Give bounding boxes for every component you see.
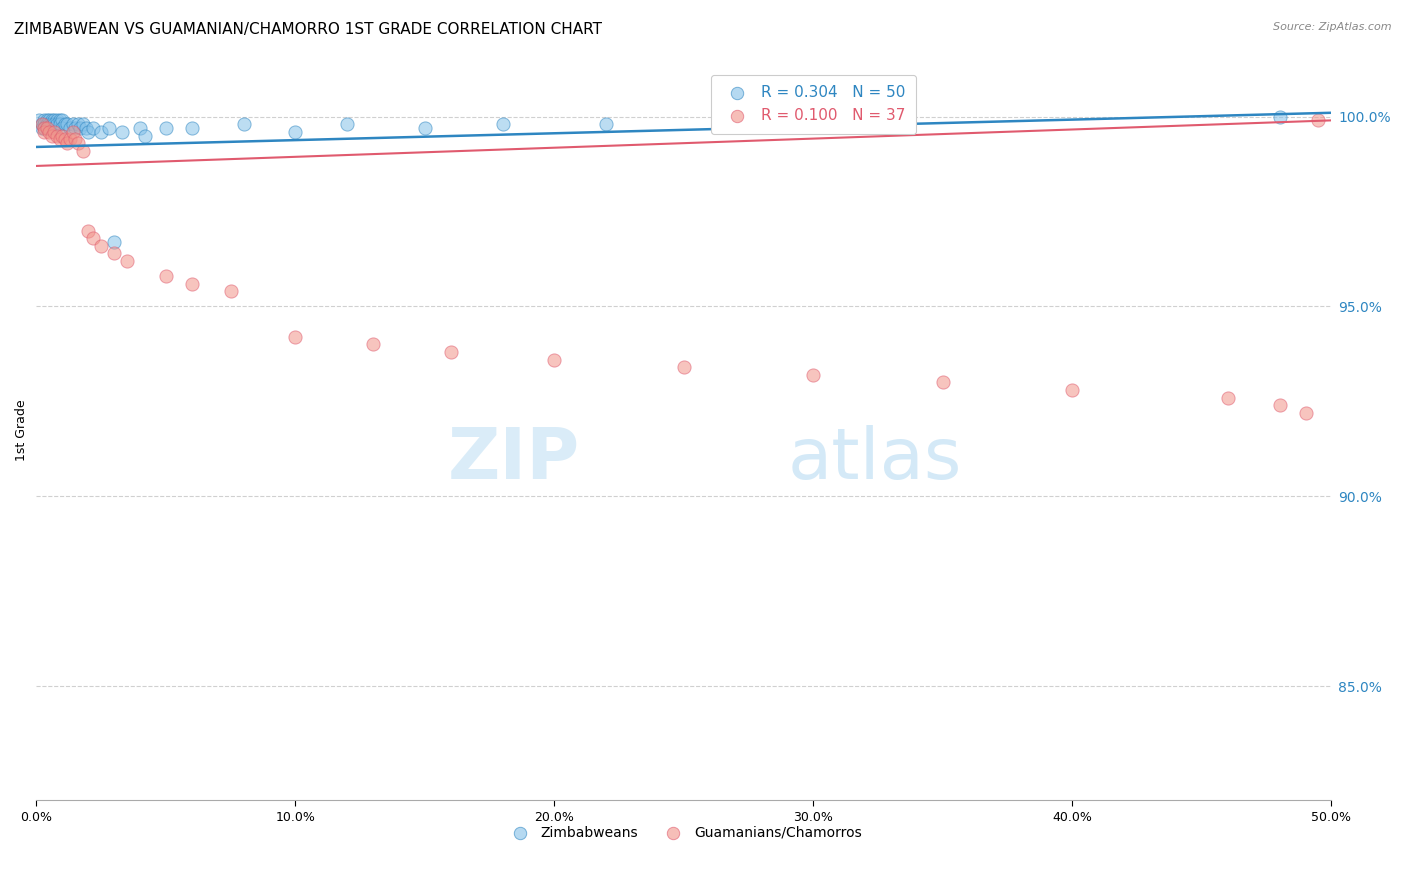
Point — [1308, 113, 1330, 128]
Point — [51, 128, 73, 143]
Point — [129, 120, 152, 135]
Text: ZIMBABWEAN VS GUAMANIAN/CHAMORRO 1ST GRADE CORRELATION CHART: ZIMBABWEAN VS GUAMANIAN/CHAMORRO 1ST GRA… — [14, 22, 602, 37]
Point — [41, 117, 63, 131]
Text: Source: ZipAtlas.com: Source: ZipAtlas.com — [1274, 22, 1392, 32]
Point — [103, 246, 125, 260]
Point — [62, 117, 84, 131]
Point — [48, 132, 70, 146]
Point — [155, 120, 177, 135]
Point — [491, 117, 513, 131]
Point — [32, 120, 55, 135]
Point — [336, 117, 359, 131]
Point — [48, 117, 70, 131]
Point — [35, 117, 58, 131]
Point — [38, 113, 60, 128]
Point — [63, 132, 86, 146]
Point — [134, 128, 156, 143]
Point — [72, 144, 94, 158]
Point — [66, 136, 89, 150]
Point — [53, 117, 76, 131]
Point — [51, 120, 73, 135]
Point — [41, 128, 63, 143]
Point — [1295, 406, 1317, 420]
Point — [41, 113, 63, 128]
Point — [82, 120, 104, 135]
Point — [28, 113, 51, 128]
Point — [66, 117, 89, 131]
Point — [31, 117, 53, 131]
Point — [413, 120, 436, 135]
Point — [75, 120, 97, 135]
Point — [44, 120, 66, 135]
Point — [82, 231, 104, 245]
Point — [284, 330, 307, 344]
Point — [180, 277, 202, 291]
Point — [69, 120, 91, 135]
Legend: Zimbabweans, Guamanians/Chamorros: Zimbabweans, Guamanians/Chamorros — [501, 820, 868, 845]
Point — [51, 113, 73, 128]
Point — [77, 125, 100, 139]
Point — [115, 253, 138, 268]
Point — [219, 285, 242, 299]
Y-axis label: 1st Grade: 1st Grade — [15, 399, 28, 460]
Point — [803, 368, 825, 382]
Point — [35, 120, 58, 135]
Point — [56, 136, 79, 150]
Point — [44, 125, 66, 139]
Point — [32, 113, 55, 128]
Point — [48, 113, 70, 128]
Point — [90, 125, 112, 139]
Point — [77, 223, 100, 237]
Point — [38, 117, 60, 131]
Point — [103, 235, 125, 249]
Point — [56, 117, 79, 131]
Text: ZIP: ZIP — [449, 425, 581, 494]
Point — [31, 120, 53, 135]
Point — [97, 120, 120, 135]
Text: atlas: atlas — [787, 425, 962, 494]
Point — [32, 120, 55, 135]
Point — [38, 125, 60, 139]
Point — [53, 132, 76, 146]
Point — [1216, 391, 1239, 405]
Point — [38, 120, 60, 135]
Point — [44, 113, 66, 128]
Point — [46, 113, 69, 128]
Point — [180, 120, 202, 135]
Point — [361, 337, 384, 351]
Point — [32, 117, 55, 131]
Point — [46, 117, 69, 131]
Point — [932, 376, 955, 390]
Point — [90, 238, 112, 252]
Point — [1268, 398, 1291, 412]
Point — [32, 125, 55, 139]
Point — [44, 117, 66, 131]
Point — [595, 117, 617, 131]
Point — [672, 360, 695, 375]
Point — [72, 117, 94, 131]
Point — [35, 113, 58, 128]
Point — [284, 125, 307, 139]
Point — [543, 352, 565, 367]
Point — [59, 120, 82, 135]
Point — [1268, 110, 1291, 124]
Point — [232, 117, 254, 131]
Point — [63, 120, 86, 135]
Point — [46, 128, 69, 143]
Point — [440, 345, 463, 359]
Point — [35, 120, 58, 135]
Point — [111, 125, 134, 139]
Point — [776, 113, 799, 128]
Point — [1062, 383, 1084, 397]
Point — [31, 117, 53, 131]
Point — [59, 132, 82, 146]
Point — [62, 125, 84, 139]
Point — [155, 269, 177, 284]
